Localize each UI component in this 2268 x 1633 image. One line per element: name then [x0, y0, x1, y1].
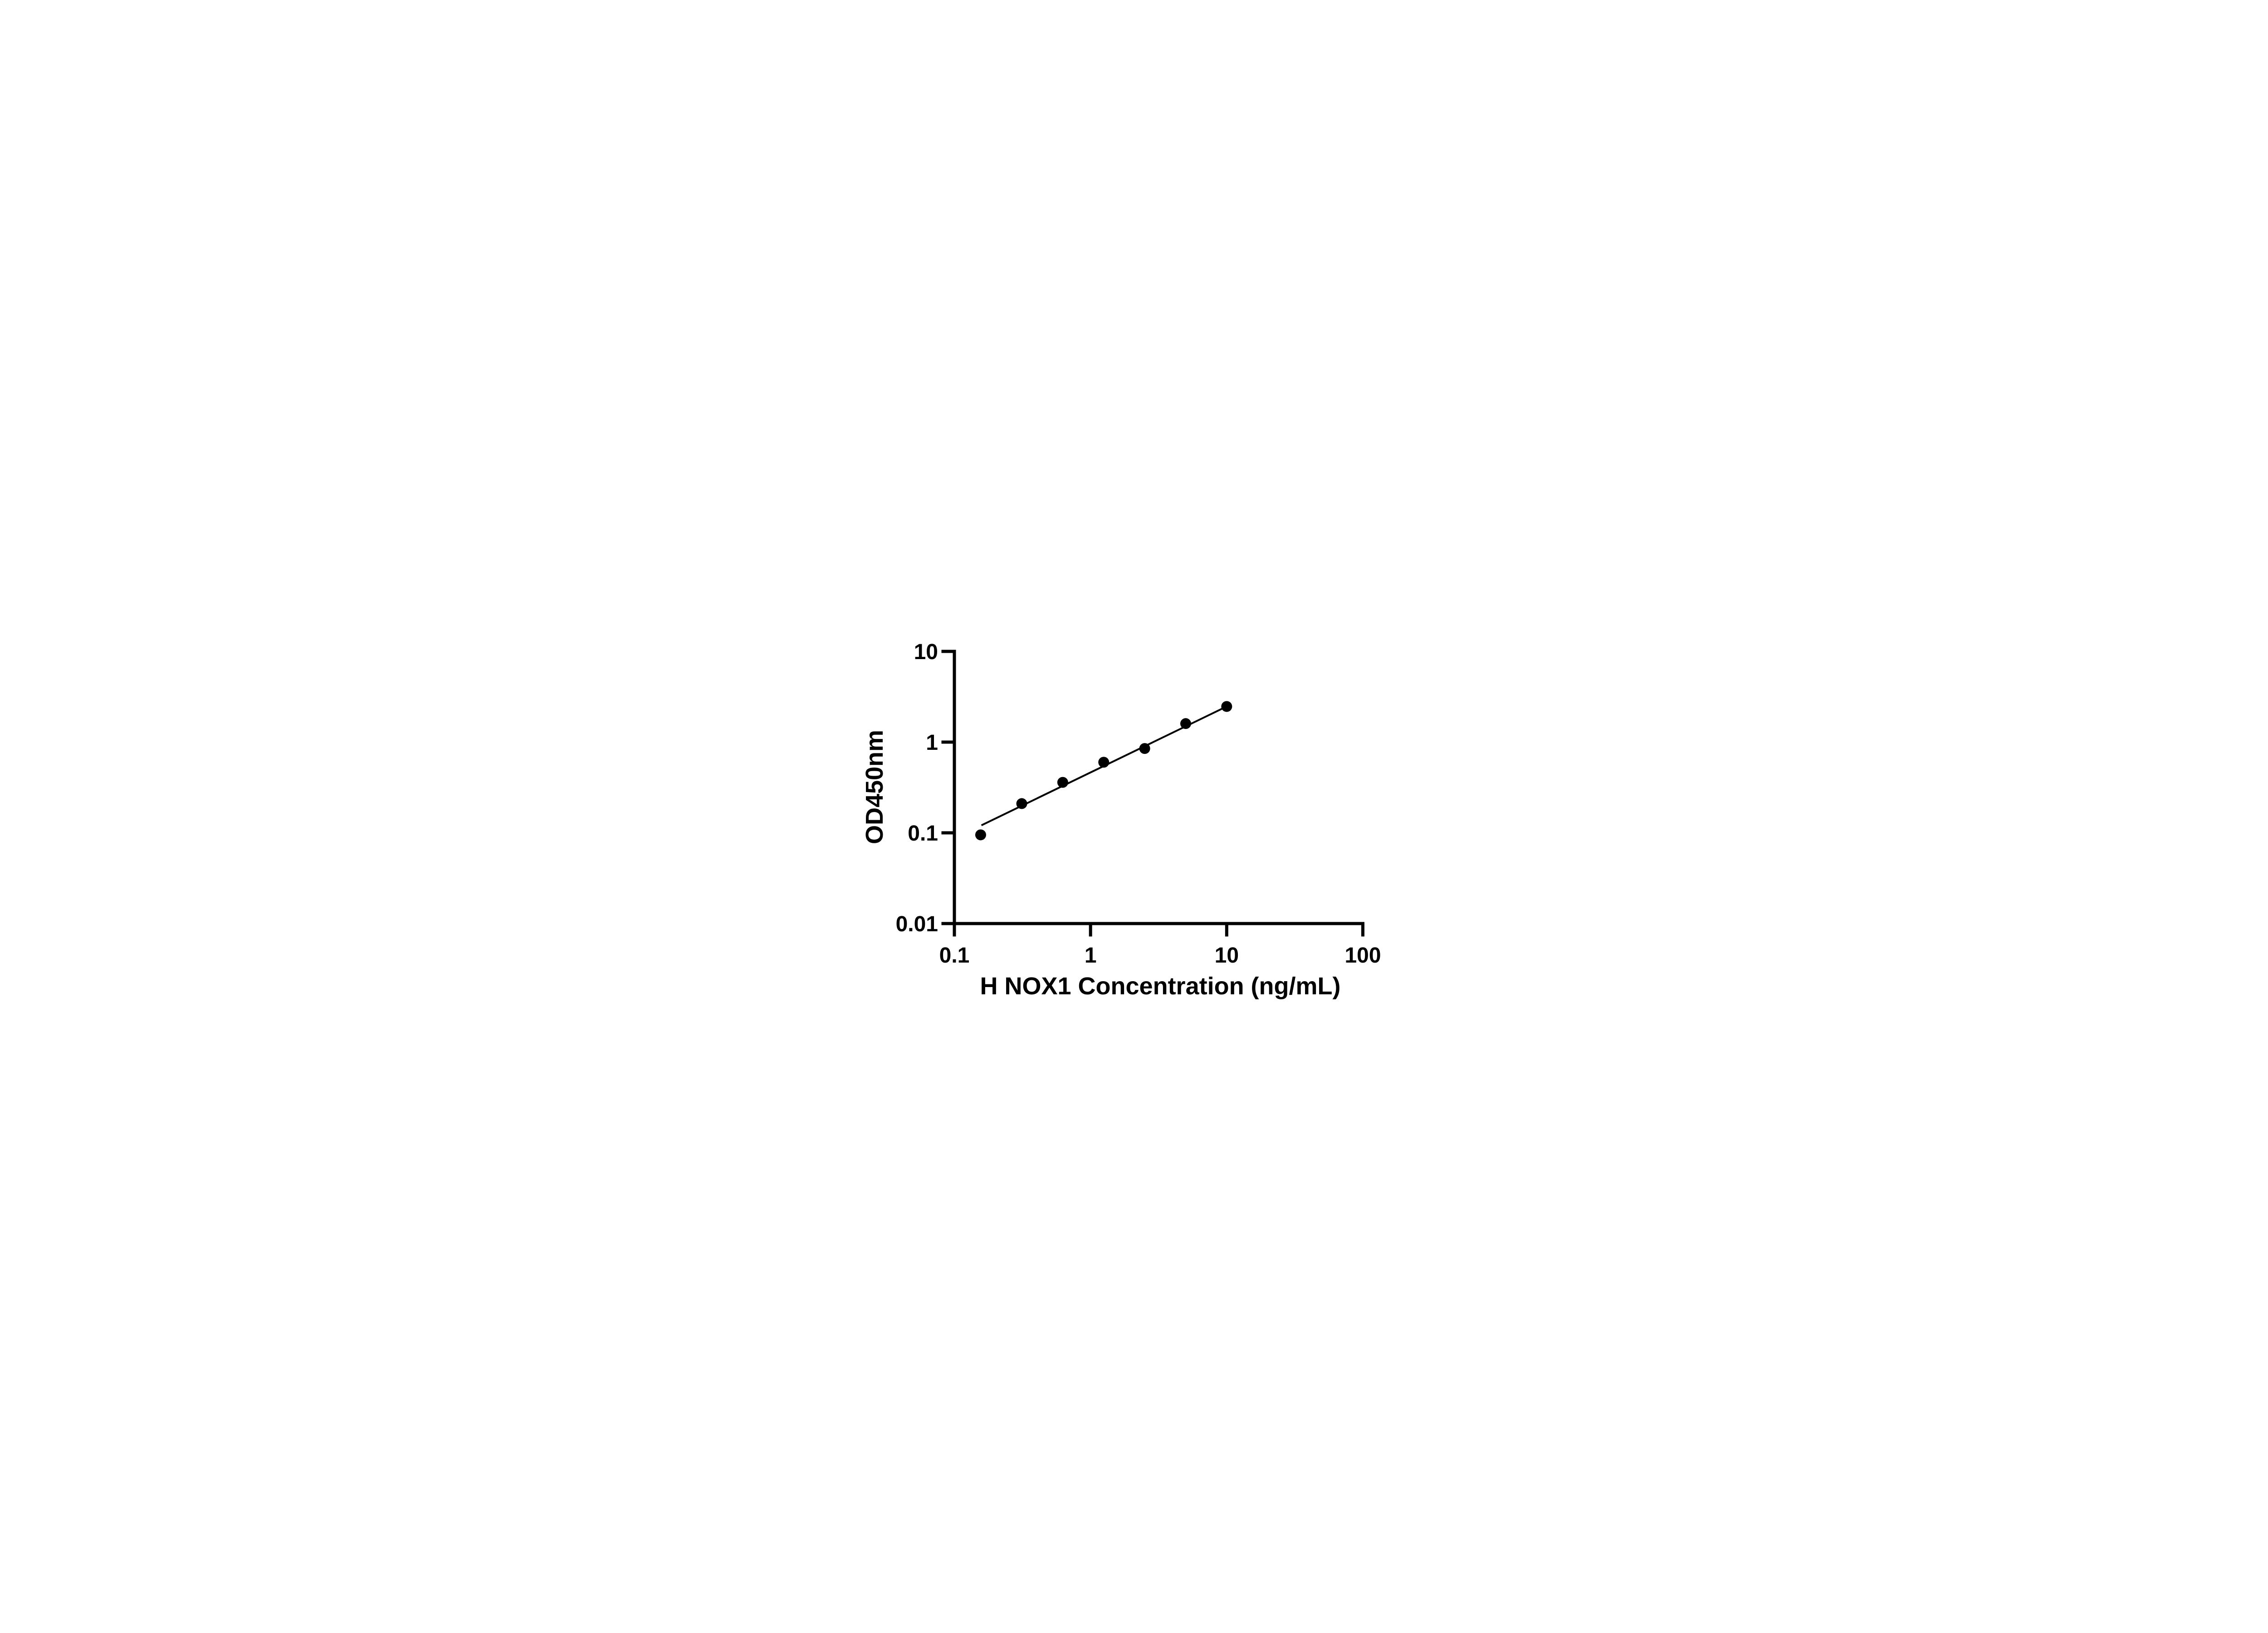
x-axis-title: H NOX1 Concentration (ng/mL)	[980, 973, 1341, 1000]
data-series	[975, 701, 1232, 841]
y-axis-title: OD450nm	[861, 730, 888, 844]
x-tick-label: 1	[1085, 944, 1097, 968]
y-tick-label: 0.1	[908, 821, 938, 846]
data-point	[1057, 777, 1068, 788]
x-tick-label: 10	[1215, 944, 1239, 968]
data-point	[1221, 701, 1232, 712]
data-point	[1098, 757, 1110, 768]
axis-ticks	[941, 650, 1364, 937]
data-point	[1180, 718, 1191, 729]
data-point	[975, 829, 986, 841]
data-point	[1139, 743, 1150, 754]
y-tick-label: 10	[914, 640, 938, 664]
axes	[953, 650, 1364, 925]
x-tick-label: 100	[1344, 944, 1381, 968]
x-tick-label: 0.1	[939, 944, 970, 968]
y-tick-label: 0.01	[896, 912, 938, 936]
y-tick-label: 1	[926, 731, 938, 755]
elisa-standard-curve-figure: 0.1 1 10 100 0.01 0.1 1 10 H NOX1 Concentration…	[843, 612, 1425, 1021]
data-point	[1016, 798, 1027, 809]
